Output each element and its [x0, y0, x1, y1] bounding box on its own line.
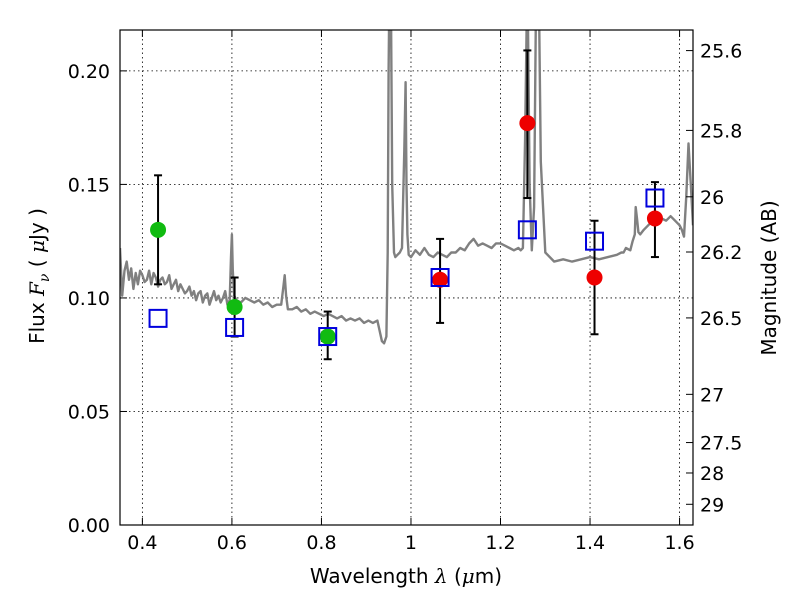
mag-tick-label: 26 [700, 187, 724, 209]
mag-tick-label: 25.6 [700, 41, 742, 63]
model-band-box [318, 327, 338, 347]
model-band-box [430, 268, 450, 287]
x-tick-label: 0.4 [127, 532, 157, 554]
mag-tick-label: 25.8 [700, 120, 742, 142]
model-spectrum-line [120, 30, 693, 345]
flux-point [150, 221, 167, 238]
y-tick-label: 0.20 [68, 61, 110, 83]
axis-ticks [120, 30, 693, 526]
model-spectrum-layer [120, 30, 693, 345]
mag-tick-label: 26.2 [700, 242, 742, 264]
model-band-box [148, 308, 168, 328]
flux-point [519, 115, 536, 132]
flux-point [432, 271, 449, 288]
mag-tick-label: 27.5 [700, 433, 742, 455]
model-band-box [225, 317, 245, 337]
model-band-box [645, 188, 665, 208]
x-tick-label: 0.6 [217, 532, 247, 554]
x-tick-label: 1.6 [664, 532, 694, 554]
mag-tick-label: 29 [700, 494, 724, 516]
model-band-box [517, 220, 537, 240]
data-points [148, 115, 665, 347]
y2-axis-label: Magnitude (AB) [757, 200, 781, 355]
x-tick-label: 1 [405, 532, 417, 554]
tick-labels: 0.4 0.6 0.8 1 1.2 1.4 1.6 0.00 0.05 0.10 0.15 0.20 2… [68, 41, 743, 554]
y-tick-label: 0.00 [68, 515, 110, 537]
y-axis-label: Flux Fν ( μJy ) [25, 208, 53, 344]
flux-point [319, 328, 336, 345]
y-tick-label: 0.15 [68, 174, 110, 196]
x-tick-label: 1.2 [485, 532, 515, 554]
mag-tick-label: 26.5 [700, 308, 742, 330]
y-tick-label: 0.05 [68, 401, 110, 423]
x-tick-label: 1.4 [575, 532, 605, 554]
x-tick-label: 0.8 [306, 532, 336, 554]
x-axis-label: Wavelength λ (μm) [310, 564, 502, 588]
mag-tick-label: 27 [700, 384, 724, 406]
error-bars [154, 49, 659, 361]
flux-point [646, 210, 663, 227]
flux-point [586, 269, 603, 286]
plot-frame [119, 29, 694, 526]
model-band-box [585, 231, 605, 251]
y-tick-label: 0.10 [68, 288, 110, 310]
mag-tick-label: 28 [700, 463, 724, 485]
flux-point [226, 299, 243, 316]
